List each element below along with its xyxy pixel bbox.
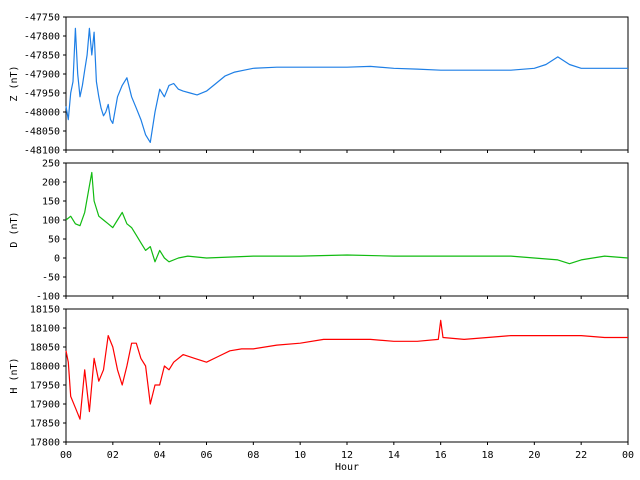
- d-y-tick-label: 150: [42, 197, 60, 208]
- z-y-tick-label: -48000: [24, 108, 60, 119]
- x-tick-label: 06: [200, 450, 212, 461]
- h-y-tick-label: 17950: [30, 381, 60, 392]
- z-panel-frame: [65, 16, 629, 151]
- d-panel-frame: [65, 162, 629, 297]
- h-series-line: [65, 319, 628, 420]
- h-y-tick-label: 17850: [30, 419, 60, 430]
- d-y-tick-label: 100: [42, 216, 60, 227]
- h-y-tick-label: 18150: [30, 305, 60, 316]
- h-y-tick-label: 18000: [30, 362, 60, 373]
- x-tick-label: 04: [154, 450, 166, 461]
- x-tick-label: 12: [341, 450, 353, 461]
- z-y-axis-label: Z (nT): [9, 65, 20, 101]
- x-tick-label: 20: [528, 450, 540, 461]
- x-tick-label: 10: [294, 450, 306, 461]
- d-y-tick-label: 200: [42, 178, 60, 189]
- d-y-tick-label: 0: [54, 254, 60, 265]
- d-y-tick-label: -100: [36, 292, 60, 303]
- d-y-tick-label: -50: [42, 273, 60, 284]
- x-tick-label: 00: [60, 450, 72, 461]
- d-y-tick-label: 250: [42, 159, 60, 170]
- d-series-line: [65, 171, 629, 265]
- h-y-tick-label: 18050: [30, 343, 60, 354]
- d-y-axis-label: D (nT): [9, 211, 20, 247]
- x-tick-label: 02: [107, 450, 119, 461]
- z-y-tick-label: -47750: [24, 13, 60, 24]
- x-axis-label: Hour: [335, 462, 359, 473]
- h-y-axis-label: H (nT): [9, 357, 20, 393]
- x-tick-label: 18: [481, 450, 493, 461]
- z-y-tick-label: -47900: [24, 70, 60, 81]
- z-y-tick-label: -48050: [24, 127, 60, 138]
- z-y-tick-label: -47950: [24, 89, 60, 100]
- h-panel-frame: [65, 308, 629, 443]
- x-tick-label: 00: [622, 450, 634, 461]
- x-tick-label: 08: [247, 450, 259, 461]
- h-y-tick-label: 17800: [30, 438, 60, 449]
- x-tick-label: 16: [435, 450, 447, 461]
- x-tick-label: 14: [388, 450, 400, 461]
- x-tick-label: 22: [575, 450, 587, 461]
- d-y-tick-label: 50: [48, 235, 60, 246]
- z-y-tick-label: -48100: [24, 146, 60, 157]
- h-y-tick-label: 17900: [30, 400, 60, 411]
- h-y-tick-label: 18100: [30, 324, 60, 335]
- z-series-line: [65, 27, 628, 143]
- z-y-tick-label: -47800: [24, 32, 60, 43]
- z-y-tick-label: -47850: [24, 51, 60, 62]
